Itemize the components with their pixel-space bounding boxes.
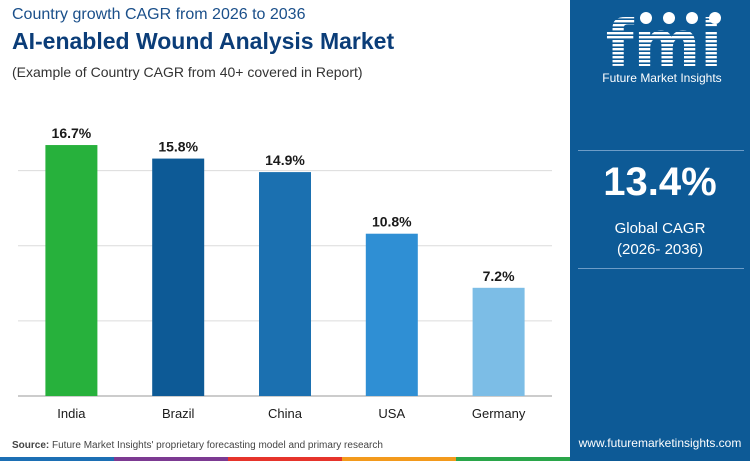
bar-usa (365, 233, 418, 396)
chart-panel: Country growth CAGR from 2026 to 2036 AI… (0, 6, 570, 461)
data-label-china: 14.9% (265, 152, 305, 168)
source-label: Source: (12, 440, 50, 451)
fmi-logo: fmi (606, 8, 722, 82)
summary-sidebar: fmi Future Market Insights 13.4% Global … (570, 0, 750, 461)
globe-icon (686, 12, 698, 24)
bar-india (45, 145, 98, 396)
chart-subtitle: Country growth CAGR from 2026 to 2036 (12, 6, 306, 23)
global-cagr-label: Global CAGR (614, 220, 706, 237)
globe-icon (709, 12, 721, 24)
source-note: Source: Future Market Insights' propriet… (12, 440, 383, 451)
data-label-usa: 10.8% (372, 214, 412, 230)
x-tick-labels: India Brazil China USA Germany (57, 406, 526, 421)
x-tick-label-usa: USA (378, 406, 405, 421)
bar-china (259, 172, 311, 396)
source-text: Future Market Insights' proprietary fore… (52, 440, 383, 451)
chart-title: AI-enabled Wound Analysis Market (12, 28, 395, 54)
x-tick-label-china: China (268, 406, 303, 421)
data-label-india: 16.7% (52, 125, 92, 141)
divider (578, 150, 744, 151)
data-label-germany: 7.2% (483, 268, 515, 284)
globe-icon (663, 12, 675, 24)
bar-germany (472, 287, 525, 396)
website-link[interactable]: www.futuremarketinsights.com (578, 436, 742, 450)
global-cagr-caption: Global CAGR (2026- 2036) (570, 218, 750, 260)
footer-color-segment (228, 457, 342, 461)
bars (45, 145, 525, 396)
x-tick-label-germany: Germany (472, 406, 526, 421)
globe-icon (640, 12, 652, 24)
data-labels: 16.7% 15.8% 14.9% 10.8% 7.2% (52, 125, 516, 284)
bar-brazil (152, 158, 205, 396)
x-tick-label-brazil: Brazil (162, 406, 195, 421)
bar-chart: 16.7% 15.8% 14.9% 10.8% 7.2% India Brazil Chin… (18, 125, 552, 421)
footer-color-segment (0, 457, 114, 461)
global-cagr-value: 13.4% (603, 160, 717, 204)
logo-tagline: Future Market Insights (602, 71, 722, 85)
data-label-brazil: 15.8% (158, 139, 198, 155)
footer-color-segment (456, 457, 570, 461)
footer-color-segment (342, 457, 456, 461)
chart-note: (Example of Country CAGR from 40+ covere… (12, 64, 363, 80)
divider (578, 268, 744, 269)
footer-color-bar (0, 457, 570, 461)
footer-color-segment (114, 457, 228, 461)
global-cagr-period: (2026- 2036) (617, 241, 703, 258)
x-tick-label-india: India (57, 406, 86, 421)
